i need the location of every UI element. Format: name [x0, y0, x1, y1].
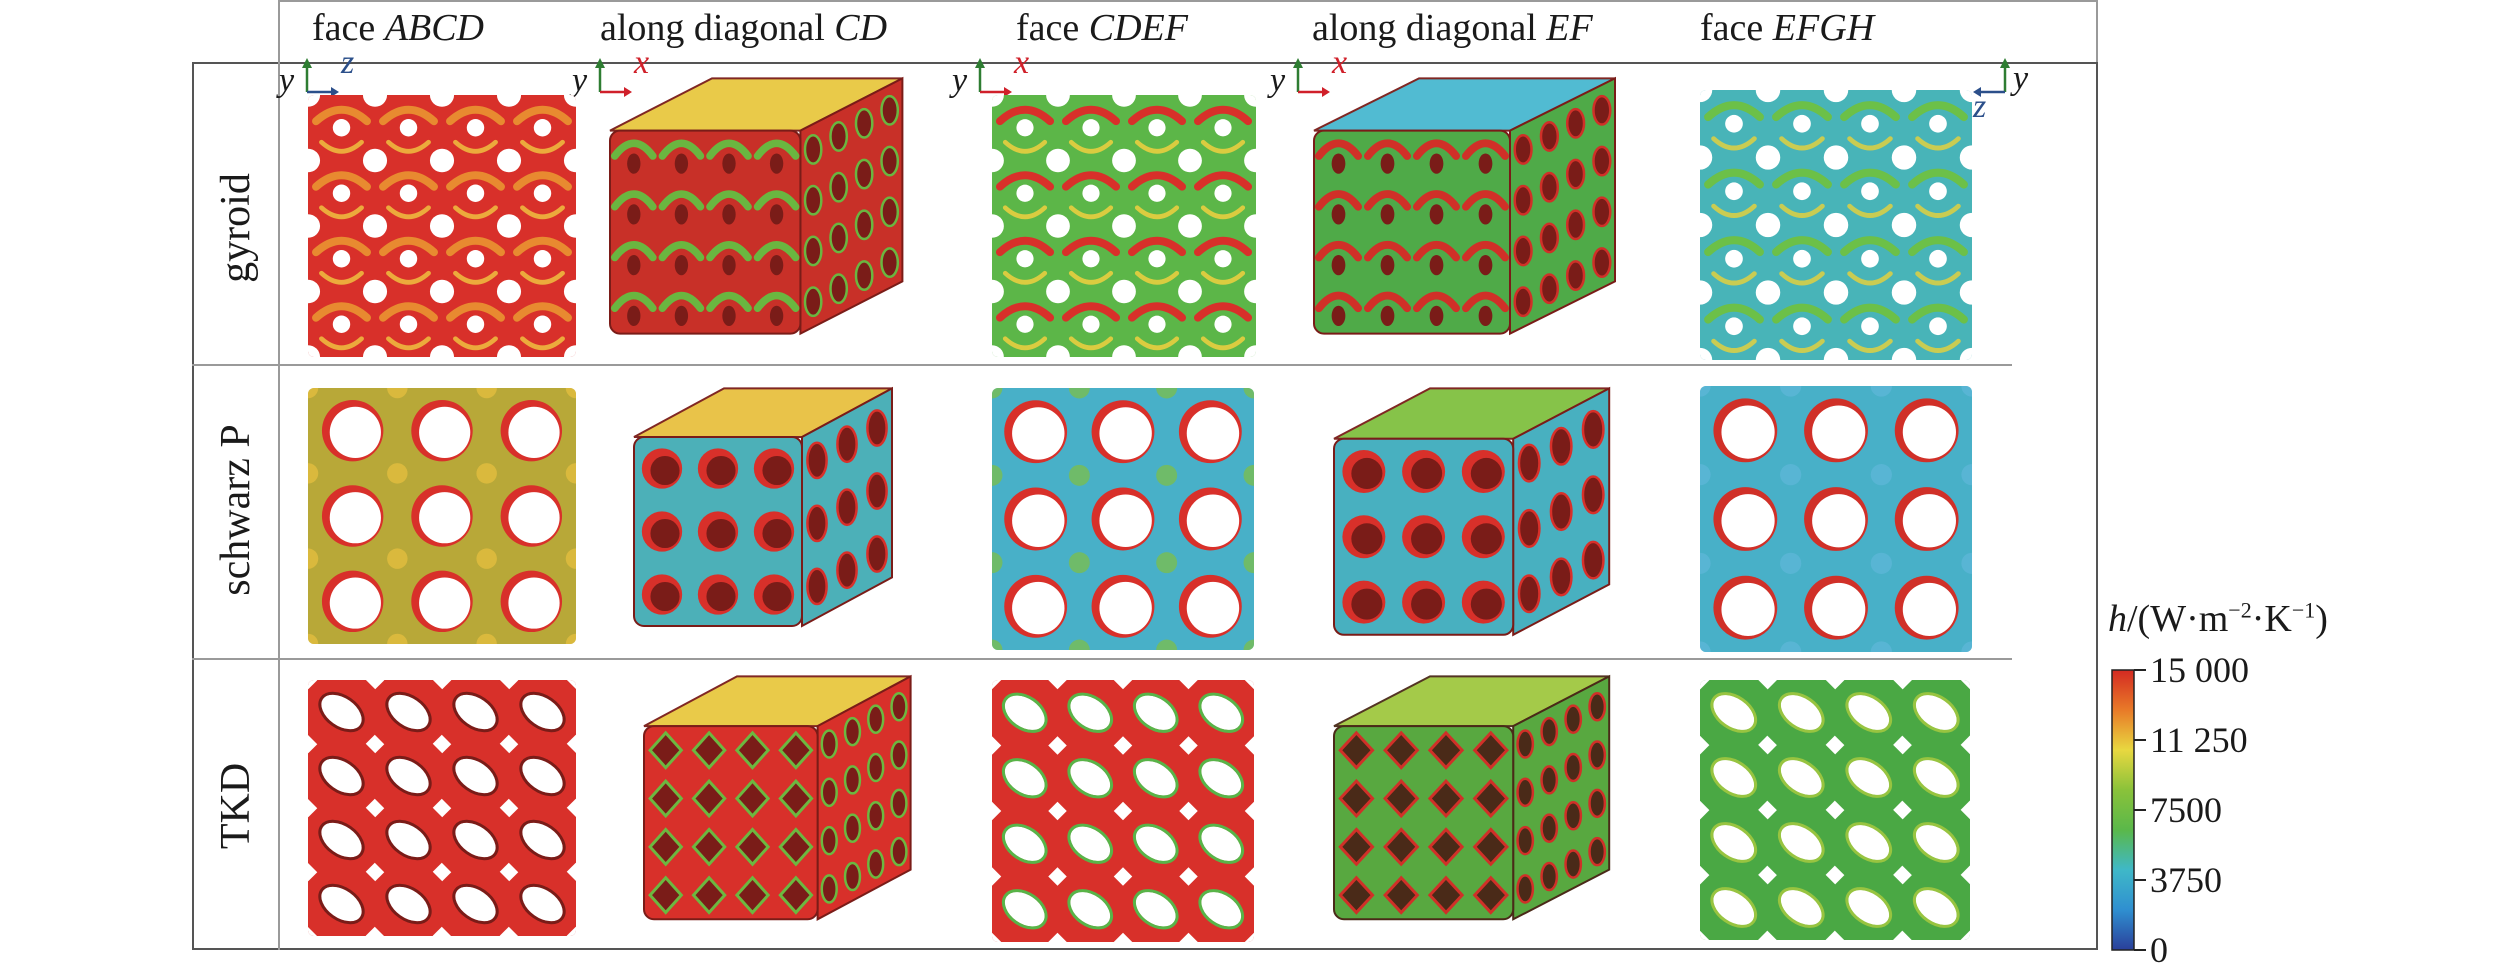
lattice-gyroid-face-view [1700, 90, 1972, 360]
axis-triad-icon [595, 58, 632, 97]
lattice-tkd-diagonal-view [643, 674, 912, 921]
axis-label-horizontal: z [341, 44, 355, 81]
header-top-line [278, 0, 2096, 2]
table-right-line [2096, 62, 2098, 950]
column-header-emph: CD [834, 7, 888, 49]
column-header-face-cdef: face CDEF [1016, 6, 1188, 50]
colorbar-ramp [2111, 669, 2135, 951]
column-header-emph: ABCD [384, 7, 484, 49]
axis-label-vertical: y [572, 62, 588, 99]
lattice-schwarz-p-face-view [992, 388, 1254, 650]
row-divider-2 [192, 658, 2012, 660]
axis-label-horizontal: x [1014, 44, 1030, 81]
column-header-emph: EF [1546, 7, 1593, 49]
lattice-schwarz-p-face-view [1700, 386, 1972, 652]
column-header-emph: CDEF [1088, 7, 1188, 49]
row-divider-1 [192, 364, 2012, 366]
row-label-gyroid: gyroid [213, 173, 259, 283]
axis-label-horizontal: x [1332, 44, 1348, 81]
lattice-gyroid-diagonal-view [609, 76, 904, 336]
column-header-face-efgh: face EFGH [1700, 6, 1874, 50]
colorbar [2111, 669, 2146, 951]
axis-triad-icon [1293, 58, 1330, 97]
column-header-diagonal-cd: along diagonal CD [600, 6, 887, 50]
label-column-line [278, 62, 280, 950]
axis-triad-icon [1973, 58, 2010, 97]
lattice-tkd-diagonal-view [1333, 674, 1611, 921]
lattice-schwarz-p-diagonal-view [633, 386, 893, 628]
axis-triad-icon [302, 58, 339, 97]
lattice-gyroid-face-view [992, 95, 1256, 357]
axis-label-vertical: y [1270, 62, 1286, 99]
axis-label-vertical: y [279, 62, 295, 99]
column-header-prefix: face [312, 7, 385, 49]
lattice-tkd-face-view [1700, 680, 1970, 940]
column-header-prefix: along diagonal [600, 7, 835, 49]
lattice-gyroid-diagonal-view [1313, 76, 1616, 336]
table-bottom-line [192, 948, 2098, 950]
colorbar-tick-label: 7500 [2150, 790, 2222, 830]
axis-label-horizontal: z [1973, 88, 1987, 125]
column-header-face-abcd: face ABCD [312, 6, 484, 50]
column-header-diagonal-ef: along diagonal EF [1312, 6, 1593, 50]
column-header-prefix: along diagonal [1312, 7, 1547, 49]
colorbar-title-part: ) [2315, 598, 2328, 640]
axis-label-horizontal: x [634, 44, 650, 81]
column-header-emph: EFGH [1772, 7, 1875, 49]
colorbar-title-var: h [2108, 598, 2127, 640]
row-label-tkd: TKD [213, 762, 259, 850]
colorbar-title-part: ·K [2251, 598, 2292, 640]
colorbar-title-sup: −2 [2228, 597, 2252, 623]
colorbar-title-sup: −1 [2291, 597, 2316, 623]
colorbar-title-part: /(W·m [2127, 598, 2229, 640]
lattice-tkd-face-view [992, 680, 1254, 942]
lattice-schwarz-p-diagonal-view [1333, 386, 1611, 637]
table-top-line [192, 62, 2098, 64]
colorbar-tick-label: 0 [2150, 930, 2168, 970]
lattice-tkd-face-view [308, 680, 576, 936]
colorbar-tick-label: 11 250 [2150, 720, 2248, 760]
axis-label-vertical: y [2013, 60, 2029, 97]
column-header-prefix: face [1700, 7, 1773, 49]
colorbar-tick-label: 3750 [2150, 860, 2222, 900]
axis-label-vertical: y [952, 62, 968, 99]
axis-triad-icon [975, 58, 1012, 97]
header-left-line [278, 0, 280, 62]
table-left-line [192, 62, 194, 950]
lattice-gyroid-face-view [308, 95, 576, 357]
row-label-schwarz-p: schwarz P [213, 424, 259, 596]
colorbar-title: h/(W·m−2·K−1) [2108, 597, 2328, 641]
header-right-line [2096, 0, 2098, 62]
column-header-prefix: face [1016, 7, 1089, 49]
lattice-schwarz-p-face-view [308, 388, 576, 644]
colorbar-tick-label: 15 000 [2150, 650, 2249, 690]
